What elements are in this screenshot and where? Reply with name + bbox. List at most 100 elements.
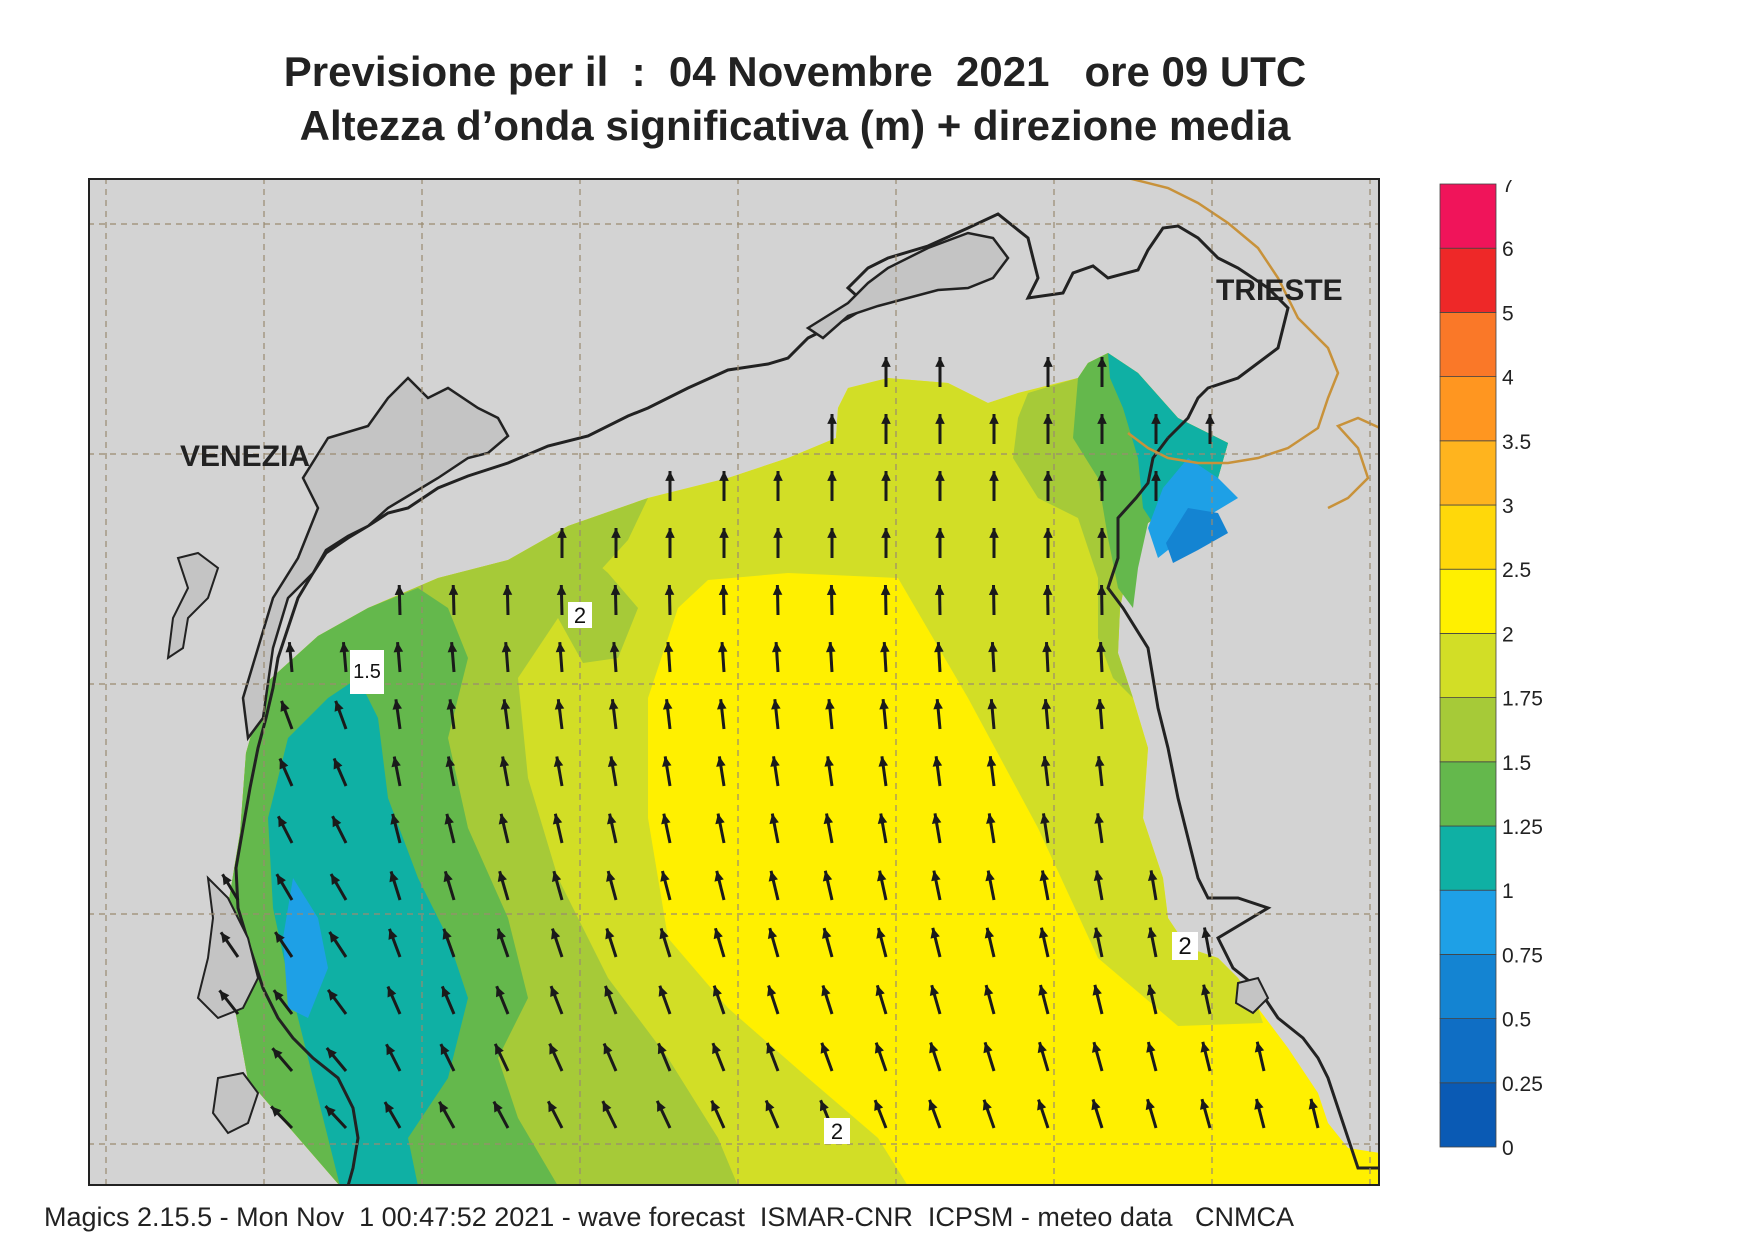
direction-arrow-head bbox=[827, 471, 837, 481]
direction-arrow-head bbox=[325, 1106, 336, 1117]
direction-arrow-head bbox=[770, 756, 780, 767]
direction-arrow-head bbox=[551, 928, 561, 940]
direction-arrow-head bbox=[502, 585, 513, 596]
direction-arrow-head bbox=[497, 871, 507, 883]
direction-arrow-head bbox=[220, 932, 231, 944]
direction-arrow-head bbox=[711, 1100, 721, 1112]
direction-arrow-head bbox=[498, 813, 509, 825]
direction-arrow-head bbox=[719, 471, 729, 481]
direction-arrow-head bbox=[390, 813, 400, 825]
legend-label: 4 bbox=[1502, 367, 1514, 390]
direction-arrow-head bbox=[717, 699, 727, 710]
direction-arrow-head bbox=[275, 932, 285, 943]
island-south-1 bbox=[166, 551, 220, 661]
direction-arrow-head bbox=[660, 870, 670, 882]
direction-arrow-head bbox=[329, 931, 339, 943]
direction-arrow-head bbox=[1093, 927, 1103, 939]
direction-arrow-head bbox=[1147, 927, 1157, 939]
direction-arrow-head bbox=[985, 870, 995, 882]
direction-arrow-head bbox=[989, 528, 999, 538]
contour-label-4: 2 bbox=[824, 1118, 850, 1144]
direction-arrow-head bbox=[388, 928, 398, 940]
direction-arrow-head bbox=[713, 928, 723, 940]
legend-swatch bbox=[1439, 697, 1497, 763]
direction-arrow-head bbox=[664, 585, 675, 596]
direction-arrow-head bbox=[930, 927, 940, 939]
direction-arrow-head bbox=[986, 756, 997, 767]
direction-arrow-head bbox=[715, 813, 725, 825]
legend-swatch bbox=[1439, 247, 1497, 313]
legend-swatch bbox=[1439, 376, 1497, 442]
legend-swatch bbox=[1439, 1082, 1497, 1148]
direction-arrow-head bbox=[658, 985, 668, 997]
direction-arrow-head bbox=[439, 1101, 449, 1113]
direction-arrow-head bbox=[551, 871, 562, 882]
direction-arrow-head bbox=[931, 813, 942, 824]
direction-arrow-head bbox=[448, 585, 459, 596]
direction-arrow-head bbox=[501, 642, 512, 653]
direction-arrow-head bbox=[384, 1102, 395, 1114]
direction-arrow-head bbox=[983, 1042, 993, 1054]
direction-arrow-head bbox=[1038, 927, 1049, 939]
svg-text:2: 2 bbox=[574, 603, 586, 628]
direction-arrow-head bbox=[986, 813, 996, 824]
direction-arrow-head bbox=[878, 756, 889, 767]
direction-arrow-head bbox=[603, 1043, 613, 1055]
direction-arrow-head bbox=[605, 928, 615, 940]
direction-arrow-head bbox=[1097, 414, 1107, 424]
direction-arrow-head bbox=[444, 813, 454, 825]
direction-arrow-head bbox=[326, 1047, 337, 1059]
contour-label-1: 2 bbox=[568, 602, 592, 628]
direction-arrow-head bbox=[1205, 414, 1215, 424]
direction-arrow-head bbox=[611, 528, 621, 538]
direction-arrow-head bbox=[607, 813, 617, 825]
direction-arrow-head bbox=[499, 756, 510, 768]
direction-arrow-head bbox=[874, 1042, 884, 1054]
direction-arrow-head bbox=[929, 985, 940, 997]
direction-arrow-head bbox=[1254, 1041, 1265, 1053]
direction-arrow-head bbox=[222, 874, 232, 886]
direction-arrow-head bbox=[1096, 585, 1107, 595]
footer-credits: Magics 2.15.5 - Mon Nov 1 00:47:52 2021 … bbox=[44, 1202, 1294, 1232]
direction-arrow-head bbox=[989, 471, 999, 481]
direction-arrow-head bbox=[443, 871, 453, 883]
direction-arrow-head bbox=[333, 758, 343, 770]
direction-arrow-head bbox=[824, 756, 834, 767]
direction-arrow-head bbox=[712, 1043, 722, 1055]
direction-arrow-head bbox=[767, 985, 777, 997]
direction-arrow-head bbox=[271, 1106, 282, 1117]
coastline-istria bbox=[1106, 437, 1380, 1170]
coastline-venezia bbox=[234, 524, 369, 1186]
direction-arrow-head bbox=[877, 813, 888, 825]
direction-arrow-head bbox=[548, 1101, 558, 1113]
direction-arrow-head bbox=[1201, 984, 1211, 996]
legend-label: 3 bbox=[1502, 495, 1514, 518]
direction-arrow-head bbox=[825, 699, 835, 710]
direction-arrow-head bbox=[279, 758, 289, 770]
legend-label: 1.75 bbox=[1502, 688, 1543, 711]
direction-arrow-head bbox=[495, 986, 505, 998]
island-north-1 bbox=[805, 231, 1010, 340]
direction-arrow-head bbox=[550, 986, 560, 998]
wave-height-map: 2 1.5 2 2 VENEZIA TRIESTE bbox=[88, 178, 1380, 1186]
direction-arrow-head bbox=[1147, 870, 1158, 881]
contour-1 bbox=[268, 678, 468, 1186]
direction-arrow-head bbox=[328, 989, 338, 1001]
direction-arrow-head bbox=[1151, 414, 1161, 424]
direction-arrow-head bbox=[1037, 1042, 1047, 1054]
legend-swatch bbox=[1439, 311, 1497, 377]
direction-arrow-head bbox=[610, 585, 621, 596]
direction-arrow-head bbox=[500, 699, 511, 710]
direction-arrow-head bbox=[602, 1101, 612, 1113]
direction-arrow-head bbox=[826, 642, 836, 653]
title-line-1: Previsione per il : 04 Novembre 2021 ore… bbox=[283, 48, 1307, 95]
direction-arrow-head bbox=[273, 990, 284, 1001]
legend-label: 1 bbox=[1502, 880, 1514, 903]
direction-arrow-head bbox=[604, 985, 614, 997]
direction-arrow-head bbox=[935, 357, 945, 367]
contour-0-75-venezia bbox=[283, 878, 328, 1018]
legend-label: 0.25 bbox=[1502, 1073, 1543, 1096]
direction-arrow-head bbox=[769, 813, 779, 825]
direction-arrow-head bbox=[606, 871, 616, 882]
direction-arrow-head bbox=[1040, 813, 1050, 824]
